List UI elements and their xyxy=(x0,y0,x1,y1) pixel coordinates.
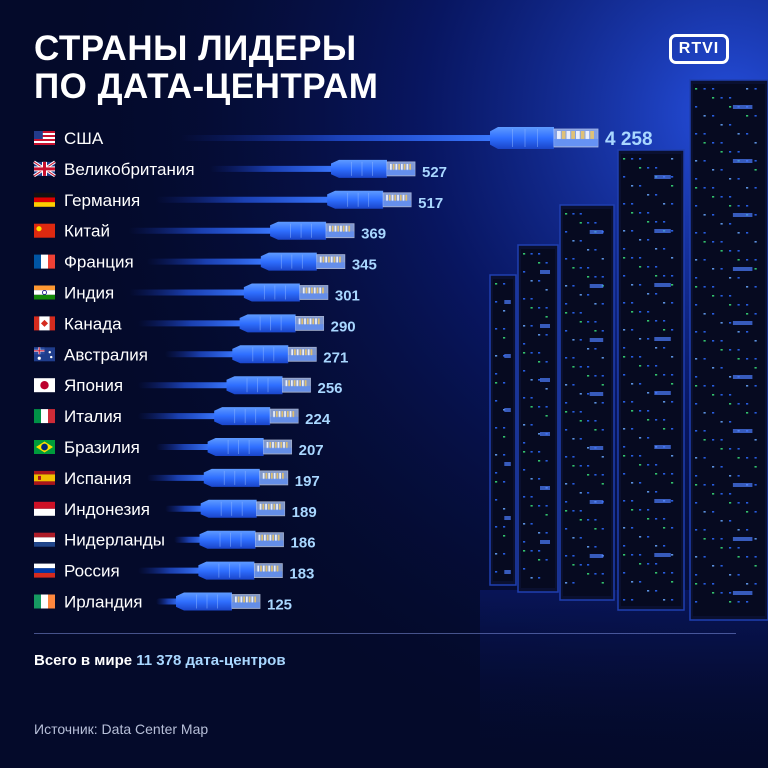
value-label: 517 xyxy=(418,195,443,212)
flag-nl-icon xyxy=(34,532,55,547)
cable-bar xyxy=(147,468,289,487)
bar-row: Китай 369 xyxy=(34,221,386,243)
value-label: 527 xyxy=(422,164,447,181)
country-label: Испания xyxy=(64,469,131,488)
country-label: Россия xyxy=(64,562,120,581)
country-label: Нидерланды xyxy=(64,531,165,550)
country-label: Австралия xyxy=(64,345,148,364)
bar-row: Австралия 271 xyxy=(34,345,348,366)
divider xyxy=(34,633,736,634)
flag-br-icon xyxy=(34,440,55,454)
flag-ru-icon xyxy=(34,563,55,578)
country-label: Бразилия xyxy=(64,438,140,457)
bar-row: Индия 301 xyxy=(34,283,360,305)
bar-row: Ирландия 125 xyxy=(34,592,292,614)
value-label: 125 xyxy=(267,597,292,614)
country-label: Ирландия xyxy=(64,593,142,612)
bar-row: Испания 197 xyxy=(34,468,320,490)
cable-bar xyxy=(147,252,346,271)
country-label: Япония xyxy=(64,376,123,395)
bar-row: Бразилия 207 xyxy=(34,438,324,459)
bar-row: Италия 224 xyxy=(34,407,331,428)
cable-bar xyxy=(156,438,293,456)
country-label: Индонезия xyxy=(64,500,150,519)
cable-bar xyxy=(138,561,283,580)
value-label: 301 xyxy=(335,288,360,305)
cable-bar xyxy=(129,283,329,302)
bar-row: Германия 517 xyxy=(34,190,443,212)
country-label: Франция xyxy=(64,253,134,272)
bar-row: Россия 183 xyxy=(34,561,314,583)
flag-cn-icon xyxy=(34,223,55,238)
cable-bar xyxy=(174,530,284,549)
cable-bar xyxy=(156,592,261,611)
value-label: 197 xyxy=(295,473,320,490)
flag-de-icon xyxy=(34,192,55,207)
bar-row: Нидерланды 186 xyxy=(34,530,316,552)
flag-in-icon xyxy=(34,285,55,300)
cable-bar xyxy=(180,127,599,149)
source-note: Источник: Data Center Map xyxy=(34,721,209,737)
cable-bar xyxy=(138,314,325,333)
country-label: Германия xyxy=(64,191,140,210)
flag-id-icon xyxy=(34,501,55,516)
flag-us-icon xyxy=(34,131,55,145)
value-label: 224 xyxy=(305,411,331,428)
value-label: 345 xyxy=(352,257,377,274)
cable-bar xyxy=(156,190,412,209)
rtvi-logo: RTVI xyxy=(669,34,729,64)
value-label: 369 xyxy=(361,226,386,243)
page-title: СТРАНЫ ЛИДЕРЫ ПО ДАТА-ЦЕНТРАМ xyxy=(34,30,378,106)
country-label: Италия xyxy=(64,407,122,426)
value-label: 207 xyxy=(299,442,324,459)
flag-ca-icon xyxy=(34,316,55,331)
flag-it-icon xyxy=(34,409,55,424)
cable-bar xyxy=(165,345,317,364)
total-highlight: 11 378 дата-центров xyxy=(136,652,286,669)
value-label: 4 258 xyxy=(605,129,653,150)
flag-gb-icon xyxy=(33,160,56,178)
cable-bar xyxy=(138,376,311,395)
bar-row: США 4 258 xyxy=(34,127,653,150)
flag-ie-icon xyxy=(34,594,55,609)
flag-au-icon xyxy=(34,347,55,362)
country-label: Великобритания xyxy=(64,160,195,179)
cable-bar xyxy=(129,221,355,240)
bar-row: Франция 345 xyxy=(34,252,377,274)
value-label: 290 xyxy=(331,318,356,335)
bar-row: Канада 290 xyxy=(34,314,356,335)
cable-bar xyxy=(210,159,416,178)
title-line-2: ПО ДАТА-ЦЕНТРАМ xyxy=(34,67,379,106)
flag-es-icon xyxy=(34,470,55,485)
country-label: Канада xyxy=(64,314,122,333)
flag-fr-icon xyxy=(34,254,55,269)
total-prefix: Всего в мире xyxy=(34,652,137,669)
value-label: 183 xyxy=(289,566,314,583)
value-label: 271 xyxy=(323,349,348,366)
bar-row: Индонезия 189 xyxy=(34,499,317,521)
country-label: Китай xyxy=(64,222,110,241)
value-label: 186 xyxy=(291,535,316,552)
title-line-1: СТРАНЫ ЛИДЕРЫ xyxy=(34,29,357,68)
value-label: 256 xyxy=(318,380,343,397)
cable-bar xyxy=(165,499,286,518)
bar-row: Великобритания 527 xyxy=(33,159,447,181)
bar-row: Япония 256 xyxy=(34,376,343,397)
country-label: США xyxy=(64,129,104,148)
total-summary: Всего в мире 11 378 дата-центров xyxy=(34,652,286,669)
cable-bar xyxy=(138,407,299,426)
country-label: Индия xyxy=(64,284,114,303)
flag-jp-icon xyxy=(34,378,55,393)
value-label: 189 xyxy=(292,504,317,521)
